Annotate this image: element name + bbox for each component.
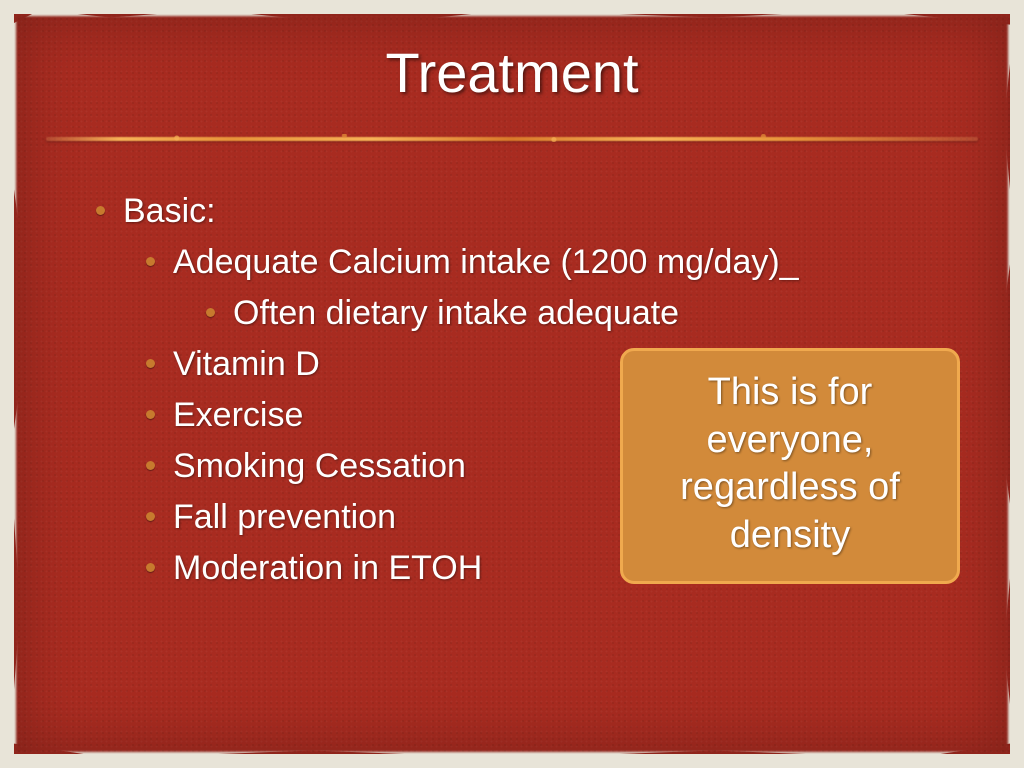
bullet-icon	[146, 563, 155, 572]
divider-chalk-line	[46, 134, 978, 144]
page: Treatment Basic: Adequate Calcium intake…	[0, 0, 1024, 768]
slide: Treatment Basic: Adequate Calcium intake…	[14, 14, 1010, 754]
bullet-text: Moderation in ETOH	[173, 543, 482, 594]
callout-box: This is for everyone, regardless of dens…	[620, 348, 960, 584]
slide-title: Treatment	[16, 40, 1008, 105]
callout-line: This is for	[637, 369, 943, 417]
bullet-icon	[146, 410, 155, 419]
bullet-text: Often dietary intake adequate	[233, 288, 679, 339]
bullet-text: Basic:	[123, 186, 216, 237]
bullet-icon	[146, 359, 155, 368]
bullet-level1: Basic:	[96, 186, 968, 237]
callout-line: regardless of	[637, 464, 943, 512]
bullet-text: Exercise	[173, 390, 303, 441]
bullet-icon	[96, 206, 105, 215]
bullet-icon	[146, 257, 155, 266]
bullet-level3: Often dietary intake adequate	[206, 288, 968, 339]
bullet-icon	[146, 512, 155, 521]
bullet-icon	[206, 308, 215, 317]
callout-line: density	[637, 512, 943, 560]
bullet-icon	[146, 461, 155, 470]
callout-line: everyone,	[637, 417, 943, 465]
bullet-text: Smoking Cessation	[173, 441, 466, 492]
bullet-level2: Adequate Calcium intake (1200 mg/day)_	[146, 237, 968, 288]
bullet-text: Fall prevention	[173, 492, 396, 543]
bullet-text: Adequate Calcium intake (1200 mg/day)_	[173, 237, 799, 288]
bullet-text: Vitamin D	[173, 339, 320, 390]
